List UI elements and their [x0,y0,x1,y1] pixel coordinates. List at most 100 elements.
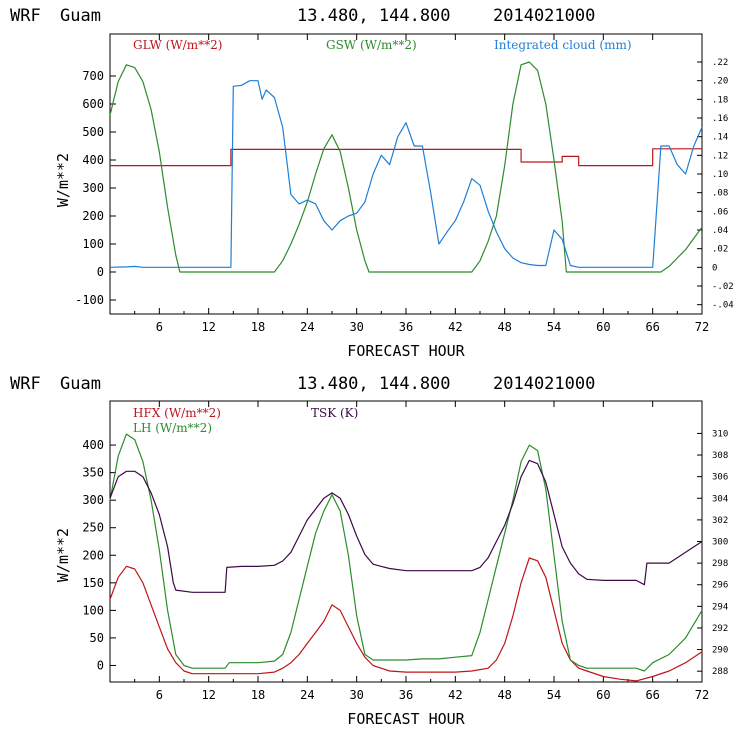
y-tick-label: 0 [97,658,104,672]
legend-hfx: HFX (W/m**2) [133,406,221,420]
y-tick-label: 300 [82,181,104,195]
header-coords: 13.480, 144.800 [297,374,451,394]
series-line-glw [110,148,702,167]
chart1-xlabel: FORECAST HOUR [347,342,465,360]
x-tick-label: 42 [448,688,462,702]
y2-tick-label: 294 [712,602,728,612]
chart2-xlabel: FORECAST HOUR [347,710,465,728]
y-tick-label: 350 [82,466,104,480]
y-tick-label: 50 [90,631,104,645]
x-tick-label: 54 [547,688,561,702]
y-tick-label: 200 [82,209,104,223]
chart2: 6 12 18 24 30 36 42 48 54 60 66 72 0 50 100 150 200 250 30… [54,400,728,728]
legend-gsw: GSW (W/m**2) [326,38,417,52]
x-tick-label: 18 [251,320,265,334]
y2-tick-label: .06 [712,207,728,217]
x-tick-label: 48 [497,320,511,334]
chart1-ticks: 6 12 18 24 30 36 42 48 54 60 66 72 -100 0 100 200 300 400… [75,34,734,334]
y2-tick-label: .08 [712,189,728,199]
x-tick-label: 60 [596,320,610,334]
y-tick-label: 200 [82,548,104,562]
series-line-integrated [109,80,703,268]
y2-tick-label: .04 [712,226,728,236]
series-line-gsw [109,61,703,273]
chart1-series [109,61,703,273]
header-model: WRF [10,6,41,26]
x-tick-label: 24 [300,688,314,702]
header-station: Guam [60,374,101,394]
y2-tick-label: .02 [712,245,728,255]
x-tick-label: 6 [156,320,163,334]
chart2-header: WRF Guam 13.480, 144.800 2014021000 [10,374,595,394]
y2-tick-label: 306 [712,473,728,483]
header-init: 2014021000 [493,374,595,394]
header-station: Guam [60,6,101,26]
x-tick-label: 66 [645,320,659,334]
y-tick-label: 0 [97,265,104,279]
chart2-ticks: 6 12 18 24 30 36 42 48 54 60 66 72 0 50 100 150 200 250 30… [82,401,728,702]
y2-tick-label: 288 [712,667,728,677]
chart2-ylabel: W/m**2 [54,528,72,582]
legend-glw: GLW (W/m**2) [133,38,222,52]
y2-tick-label: 292 [712,624,728,634]
y-tick-label: 400 [82,438,104,452]
x-tick-label: 12 [201,320,215,334]
y2-tick-label: .18 [712,95,728,105]
y2-tick-label: 302 [712,516,728,526]
legend-lh: LH (W/m**2) [133,421,212,435]
series-line-lh [109,433,703,672]
y-tick-label: 300 [82,493,104,507]
y2-tick-label: 304 [712,494,728,504]
chart1: 6 12 18 24 30 36 42 48 54 60 66 72 -100 0 100 200 300 400… [54,33,734,360]
header-init: 2014021000 [493,6,595,26]
x-tick-label: 6 [156,688,163,702]
chart1-ylabel: W/m**2 [54,153,72,207]
header-model: WRF [10,374,41,394]
y2-tick-label: -.02 [712,282,734,292]
chart1-header: WRF Guam 13.480, 144.800 2014021000 [10,6,595,26]
x-tick-label: 36 [399,320,413,334]
x-tick-label: 66 [645,688,659,702]
x-tick-label: 60 [596,688,610,702]
y-tick-label: 500 [82,125,104,139]
series-line-hfx [109,557,703,682]
x-tick-label: 36 [399,688,413,702]
legend-integrated-cloud: Integrated cloud (mm) [494,38,632,52]
y-tick-label: 250 [82,521,104,535]
legend-tsk: TSK (K) [311,406,358,420]
y2-tick-label: .20 [712,77,728,87]
y2-tick-label: 298 [712,559,728,569]
y2-tick-label: 290 [712,646,728,656]
x-tick-label: 18 [251,688,265,702]
y2-tick-label: .14 [712,133,728,143]
y2-tick-label: .16 [712,114,728,124]
x-tick-label: 30 [349,320,363,334]
chart2-frame [109,400,703,683]
y2-tick-label: 310 [712,429,728,439]
y2-tick-label: .12 [712,151,728,161]
y-tick-label: 700 [82,69,104,83]
x-tick-label: 12 [201,688,215,702]
header-coords: 13.480, 144.800 [297,6,451,26]
y-tick-label: 100 [82,603,104,617]
y2-tick-label: 296 [712,581,728,591]
y-tick-label: 400 [82,153,104,167]
x-tick-label: 30 [349,688,363,702]
y-tick-label: 100 [82,237,104,251]
x-tick-label: 48 [497,688,511,702]
x-tick-label: 72 [695,320,709,334]
y2-tick-label: 300 [712,538,728,548]
y2-tick-label: -.04 [712,301,734,311]
y2-tick-label: .22 [712,58,728,68]
x-tick-label: 42 [448,320,462,334]
y2-tick-label: 0 [712,263,717,273]
series-line-tsk [109,459,703,593]
y-tick-label: -100 [75,293,104,307]
x-tick-label: 72 [695,688,709,702]
y-tick-label: 150 [82,576,104,590]
chart2-series [109,433,703,682]
y2-tick-label: .10 [712,170,728,180]
y2-tick-label: 308 [712,451,728,461]
x-tick-label: 54 [547,320,561,334]
